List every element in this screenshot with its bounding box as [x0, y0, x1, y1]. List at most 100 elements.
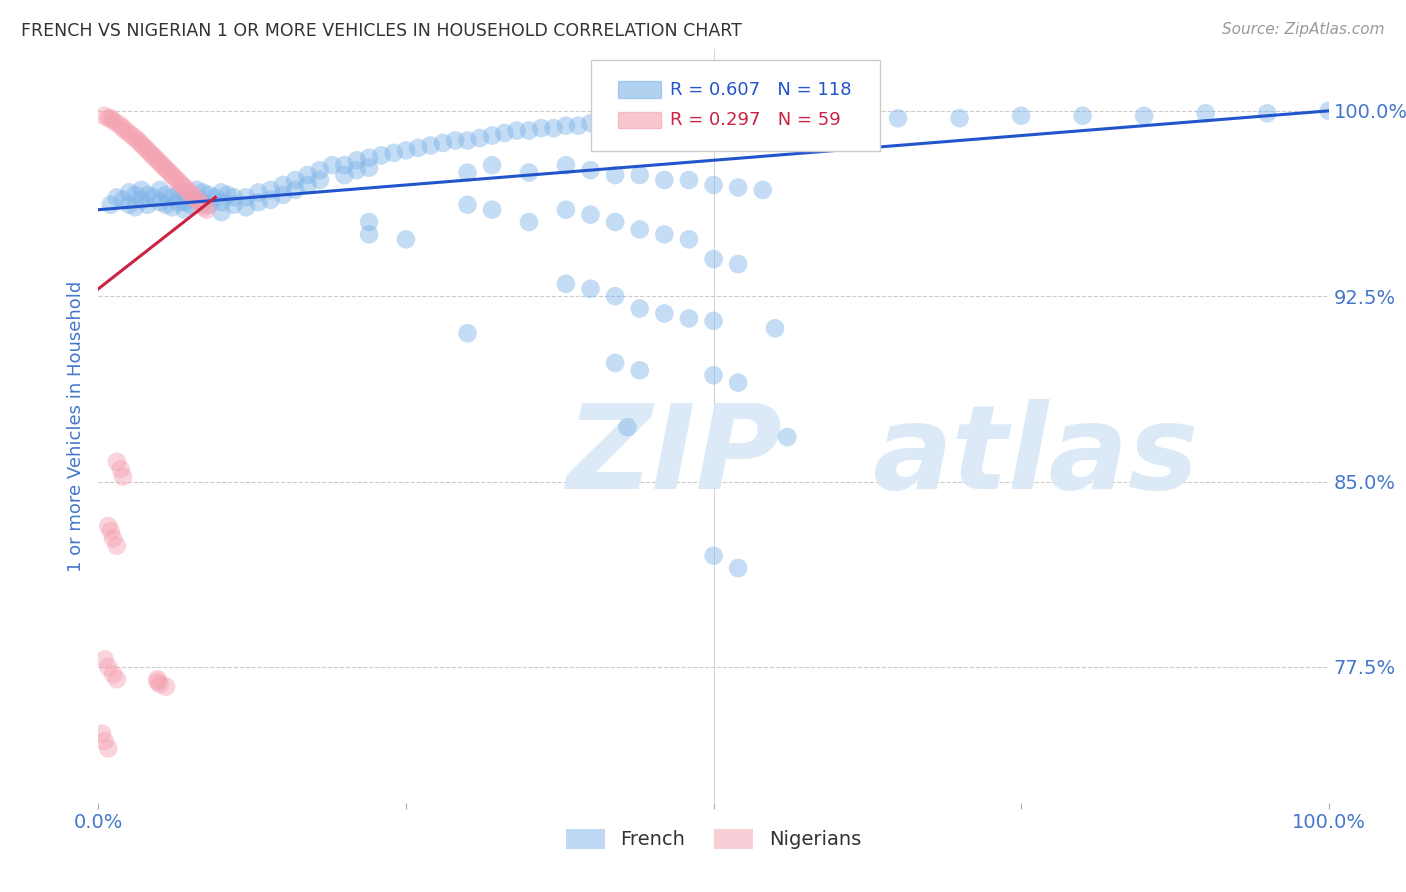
Point	[127, 134, 149, 148]
Point	[180, 198, 202, 212]
Point	[727, 257, 749, 271]
Point	[112, 469, 135, 483]
Point	[605, 289, 627, 303]
Point	[105, 672, 128, 686]
Point	[112, 121, 135, 136]
Point	[110, 462, 132, 476]
Point	[346, 153, 368, 168]
Text: atlas: atlas	[873, 399, 1199, 514]
Point	[188, 195, 211, 210]
Point	[825, 112, 848, 126]
Point	[616, 113, 638, 128]
Point	[97, 519, 120, 533]
Point	[118, 186, 141, 200]
Point	[887, 112, 910, 126]
Point	[149, 195, 172, 210]
Point	[309, 163, 332, 178]
Point	[167, 187, 190, 202]
Point	[703, 314, 725, 328]
Legend: French, Nigerians: French, Nigerians	[558, 821, 869, 857]
Point	[191, 186, 214, 200]
Point	[1010, 109, 1032, 123]
Point	[91, 726, 114, 740]
Point	[297, 178, 319, 192]
Point	[162, 200, 183, 214]
Point	[180, 187, 204, 202]
Point	[155, 680, 177, 694]
Point	[579, 208, 602, 222]
Point	[100, 198, 122, 212]
Point	[149, 183, 172, 197]
Point	[156, 163, 179, 178]
Point	[260, 183, 283, 197]
Point	[554, 202, 576, 217]
Point	[166, 173, 188, 187]
Point	[727, 376, 749, 390]
Point	[703, 252, 725, 266]
Point	[359, 227, 381, 242]
Point	[93, 109, 115, 123]
Point	[121, 128, 143, 143]
FancyBboxPatch shape	[591, 61, 880, 151]
Point	[173, 202, 195, 217]
Point	[186, 193, 208, 207]
Point	[211, 186, 233, 200]
Point	[517, 123, 540, 137]
Point	[616, 420, 638, 434]
Point	[605, 356, 627, 370]
Point	[605, 215, 627, 229]
Point	[260, 193, 283, 207]
Point	[129, 136, 152, 150]
Point	[105, 455, 128, 469]
Point	[155, 187, 177, 202]
Point	[110, 119, 132, 133]
Point	[131, 193, 153, 207]
Point	[284, 183, 307, 197]
Point	[579, 282, 602, 296]
Y-axis label: 1 or more Vehicles in Household: 1 or more Vehicles in Household	[66, 280, 84, 572]
Text: FRENCH VS NIGERIAN 1 OR MORE VEHICLES IN HOUSEHOLD CORRELATION CHART: FRENCH VS NIGERIAN 1 OR MORE VEHICLES IN…	[21, 22, 742, 40]
Point	[97, 741, 120, 756]
Point	[159, 166, 181, 180]
Point	[100, 524, 122, 538]
Point	[155, 198, 177, 212]
Point	[172, 178, 194, 192]
Point	[222, 198, 245, 212]
Point	[652, 173, 676, 187]
Text: R = 0.607   N = 118: R = 0.607 N = 118	[671, 81, 852, 99]
Point	[727, 180, 749, 194]
Point	[191, 198, 214, 212]
Point	[118, 126, 141, 140]
Point	[186, 183, 208, 197]
Point	[481, 128, 503, 143]
Point	[105, 539, 128, 553]
Point	[481, 158, 503, 172]
Point	[103, 667, 125, 681]
Point	[173, 195, 195, 210]
Point	[763, 321, 786, 335]
Point	[678, 311, 700, 326]
Point	[136, 144, 159, 158]
Point	[186, 193, 208, 207]
Point	[456, 134, 478, 148]
Point	[146, 153, 169, 168]
Point	[359, 151, 381, 165]
Point	[134, 141, 156, 155]
Point	[309, 173, 332, 187]
Point	[468, 131, 491, 145]
Point	[579, 163, 602, 178]
Point	[235, 200, 257, 214]
Point	[162, 190, 183, 204]
Point	[193, 200, 215, 214]
Point	[211, 205, 233, 219]
Point	[97, 112, 120, 126]
Point	[152, 158, 174, 172]
Point	[678, 232, 700, 246]
Point	[333, 168, 356, 182]
Point	[605, 113, 627, 128]
FancyBboxPatch shape	[617, 81, 661, 98]
Point	[628, 301, 651, 316]
Point	[628, 363, 651, 377]
Point	[456, 166, 478, 180]
Point	[217, 187, 239, 202]
